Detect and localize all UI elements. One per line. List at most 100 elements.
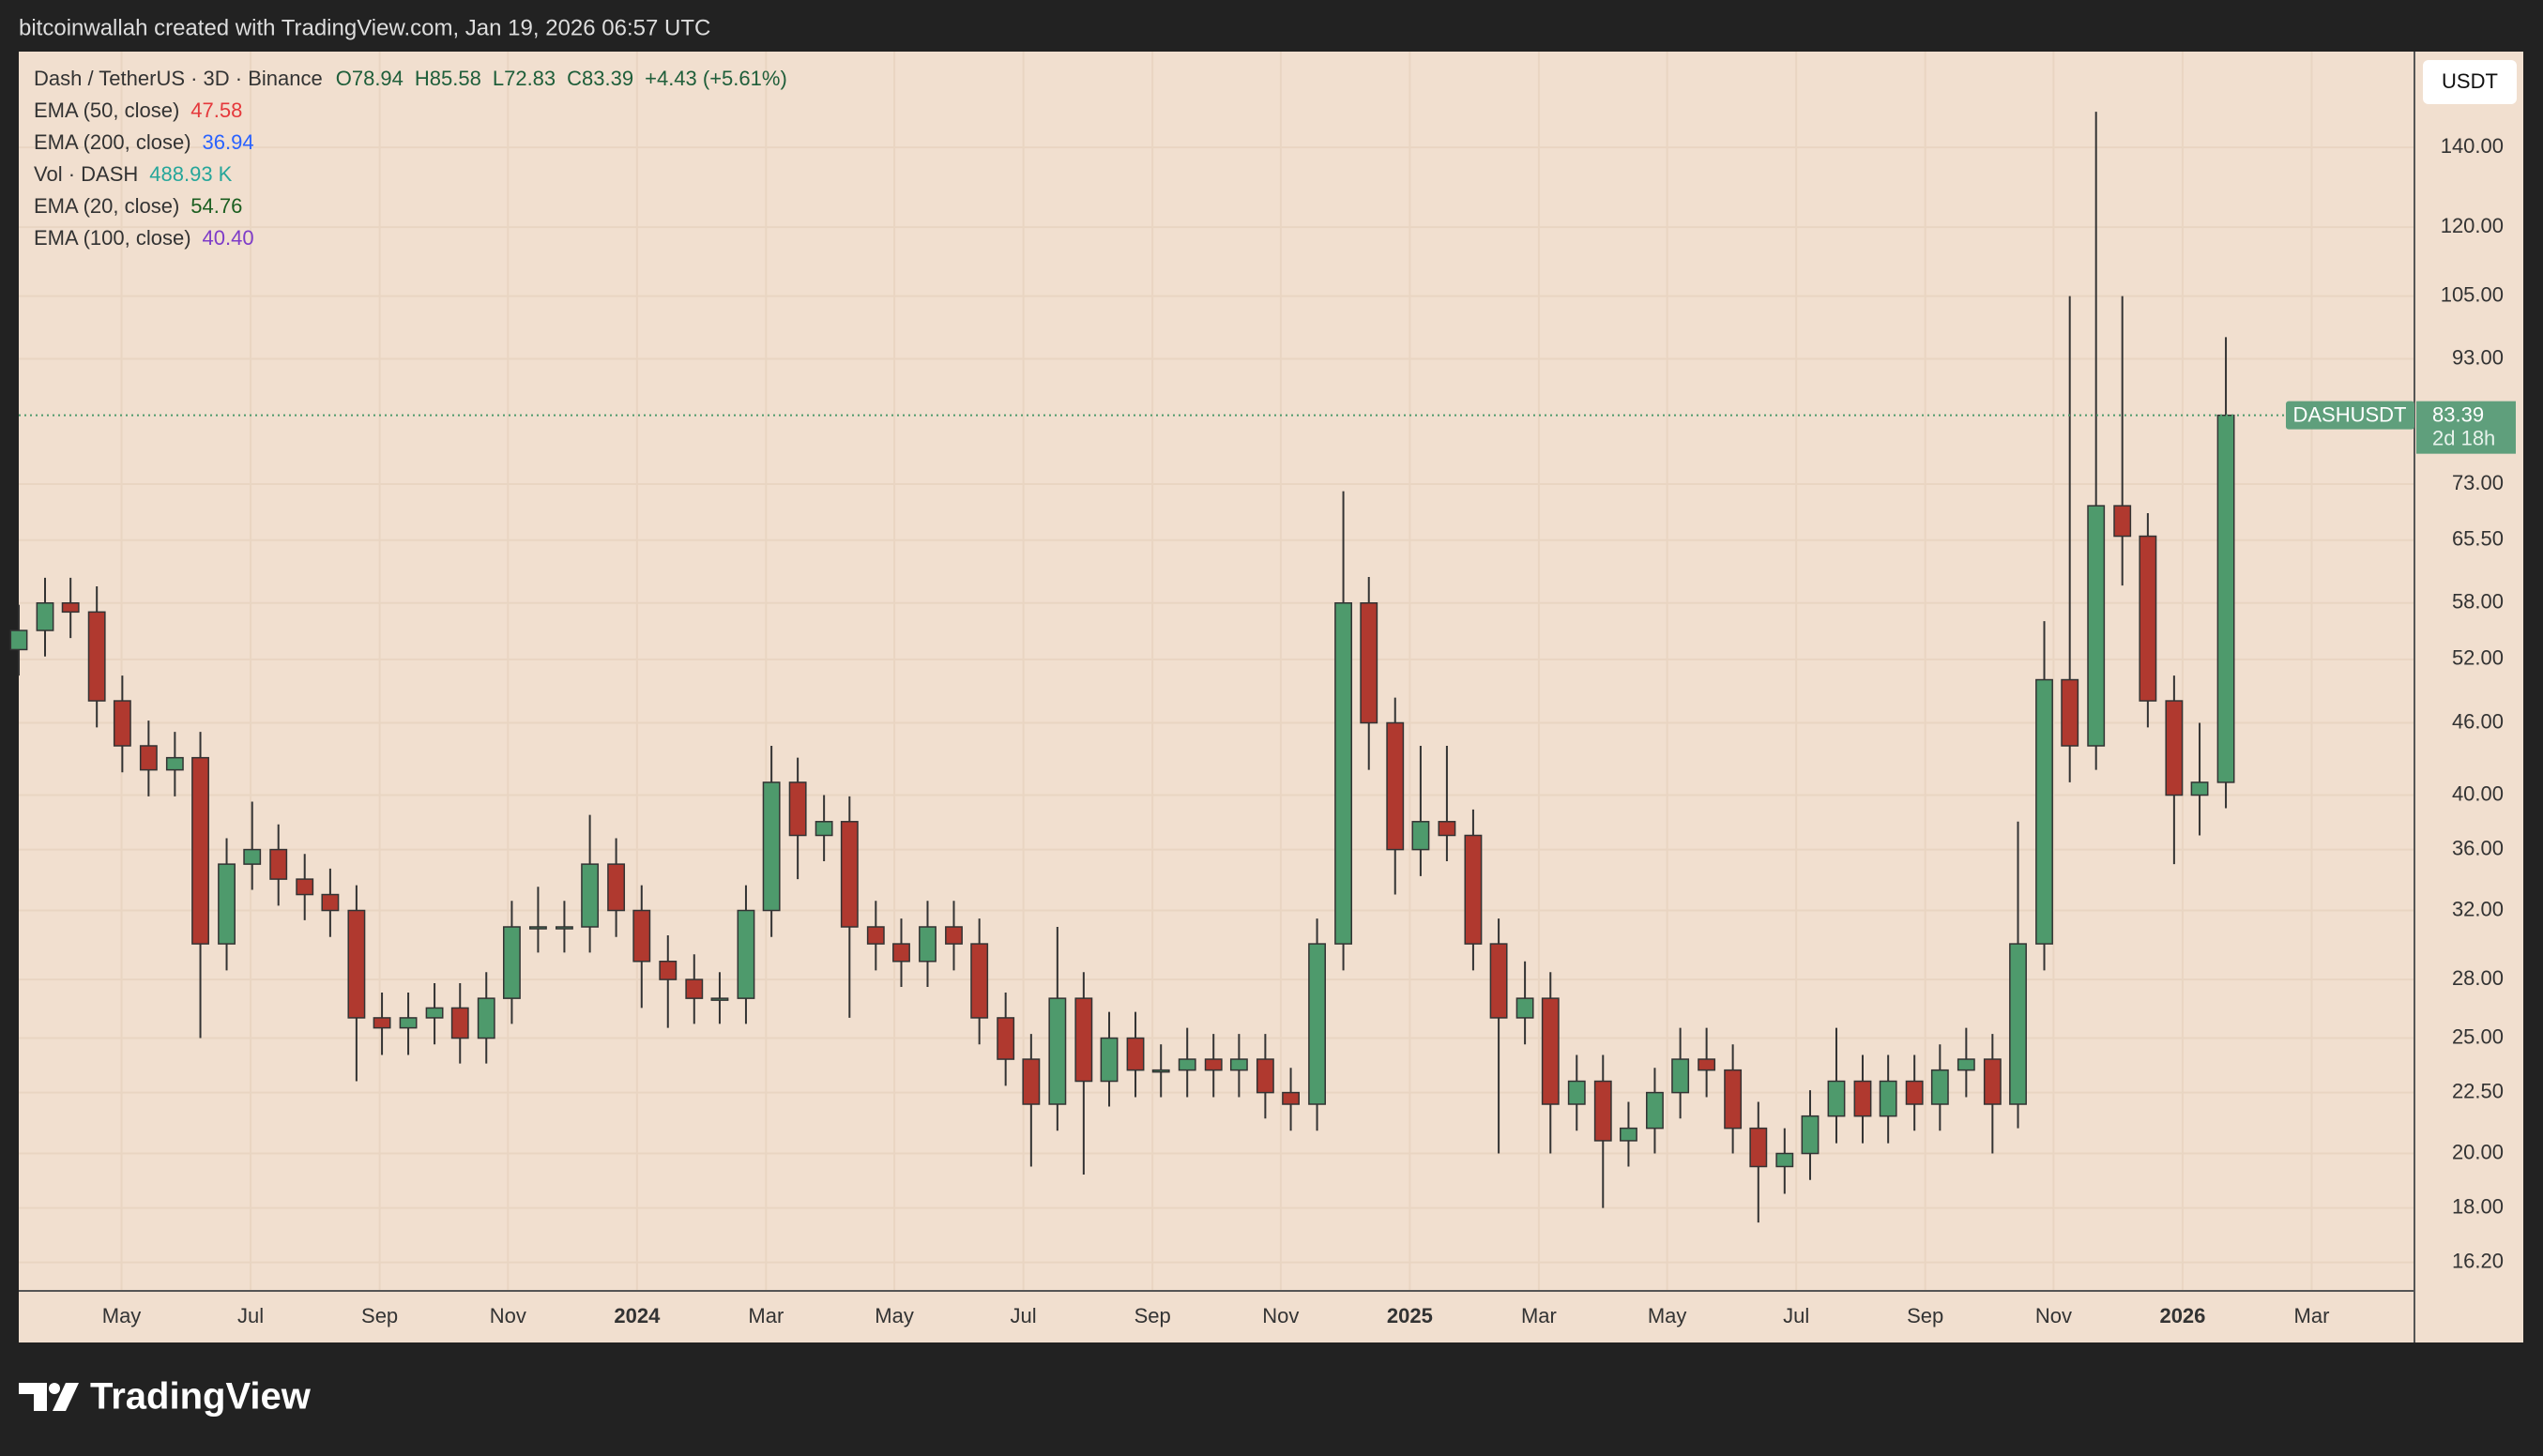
indicator-value: 47.58 <box>190 99 242 122</box>
candle-body <box>1620 1127 1637 1142</box>
y-tick-label: 58.00 <box>2452 590 2504 614</box>
candle-body <box>2165 700 2184 796</box>
candle-body <box>1724 1069 1743 1130</box>
candle-body <box>1308 943 1326 1105</box>
y-tick-label: 18.00 <box>2452 1194 2504 1218</box>
plot <box>9 52 2414 1290</box>
candle-body <box>997 1017 1015 1060</box>
price-tag-value: 83.39 <box>2432 402 2484 426</box>
candle-body <box>1567 1080 1586 1105</box>
candle-body <box>737 909 755 999</box>
y-tick-label: 65.50 <box>2452 527 2504 551</box>
y-tick-label: 25.00 <box>2452 1024 2504 1048</box>
logo-dot <box>49 1383 60 1394</box>
x-tick-label: Jul <box>1783 1304 1809 1327</box>
candle-body <box>2113 505 2132 538</box>
candle-body <box>218 863 236 945</box>
indicator-name: EMA (100, close) <box>34 226 191 250</box>
x-tick-label: Sep <box>361 1304 398 1327</box>
candle-body <box>1957 1058 1975 1071</box>
indicator-legend: EMA (50, close) 47.58 <box>34 99 242 122</box>
candle-body <box>2216 414 2235 783</box>
candle-body <box>1515 997 1534 1019</box>
x-tick-label: Mar <box>1521 1304 1557 1327</box>
brand-name: TradingView <box>90 1376 312 1418</box>
candle-body <box>970 943 989 1019</box>
candle-body <box>139 745 158 771</box>
candle-body <box>1671 1058 1690 1094</box>
candle-body <box>2061 678 2079 747</box>
candle-body <box>2009 943 2027 1105</box>
candle-body <box>113 700 131 747</box>
low-label: L72.83 <box>493 67 556 90</box>
x-tick-label: Mar <box>2294 1304 2330 1327</box>
y-tick-label: 20.00 <box>2452 1140 2504 1163</box>
y-tick-label: 40.00 <box>2452 781 2504 805</box>
candle-body <box>607 863 626 912</box>
candle-body <box>1411 821 1430 851</box>
candle-body <box>945 926 963 945</box>
candle-body <box>1100 1037 1119 1083</box>
x-tick-label: 2026 <box>2159 1304 2205 1327</box>
candle-body <box>243 848 262 865</box>
indicator-name: EMA (50, close) <box>34 99 179 122</box>
indicator-value: 54.76 <box>190 194 242 218</box>
candle-body <box>9 629 28 651</box>
candle-body <box>762 781 781 912</box>
candle-body <box>555 926 573 930</box>
candle-body <box>1178 1058 1196 1071</box>
symbol: Dash / TetherUS · 3D · Binance <box>34 67 323 90</box>
x-tick-label: Sep <box>1907 1304 1943 1327</box>
candle-body <box>1464 834 1483 945</box>
y-tick-label: 93.00 <box>2452 345 2504 369</box>
candle-body <box>61 602 80 614</box>
y-tick-label: 32.00 <box>2452 897 2504 920</box>
candle-body <box>685 978 704 999</box>
candle-body <box>1334 602 1352 945</box>
x-tick-label: Jul <box>1011 1304 1037 1327</box>
y-tick-label: 22.50 <box>2452 1079 2504 1102</box>
indicator-name: EMA (200, close) <box>34 130 191 154</box>
open-label: O78.94 <box>336 67 404 90</box>
candle-body <box>1827 1080 1846 1117</box>
price-tag <box>2416 401 2516 454</box>
candle-body <box>1541 997 1560 1105</box>
candle-body <box>1879 1080 1897 1117</box>
high-label: H85.58 <box>415 67 481 90</box>
candle-body <box>2087 505 2106 747</box>
currency-button[interactable] <box>2423 60 2517 104</box>
candle-body <box>892 943 910 963</box>
indicator-value: 40.40 <box>203 226 254 250</box>
logo-mark <box>19 1383 47 1411</box>
candle-body <box>399 1017 418 1029</box>
candle-body <box>2190 781 2209 796</box>
candle-body <box>1048 997 1067 1105</box>
candle-body <box>1698 1058 1716 1071</box>
symbol-tag-label: DASHUSDT <box>2292 402 2406 426</box>
symbol-tag <box>2286 401 2414 430</box>
candle-body <box>632 909 651 963</box>
candle-body <box>1853 1080 1872 1117</box>
x-tick-label: Sep <box>1134 1304 1171 1327</box>
candle-body <box>1022 1058 1041 1105</box>
y-tick-label: 28.00 <box>2452 966 2504 990</box>
candle-body <box>815 821 833 837</box>
indicator-value: 36.94 <box>203 130 254 154</box>
candle-body <box>2139 535 2157 702</box>
legend-title: Dash / TetherUS · 3D · Binance O78.94 H85.… <box>34 67 787 90</box>
indicator-legend: Vol · DASH 488.93 K <box>34 162 233 186</box>
x-tick-label: May <box>1648 1304 1687 1327</box>
candle-body <box>1386 721 1405 851</box>
currency-label[interactable]: USDT <box>2442 69 2498 93</box>
x-tick-label: Nov <box>490 1304 526 1327</box>
candle-body <box>1256 1058 1274 1094</box>
candle-body <box>528 926 547 930</box>
y-tick-label: 120.00 <box>2441 214 2504 237</box>
y-tick-label: 36.00 <box>2452 836 2504 859</box>
y-tick-label: 16.20 <box>2452 1249 2504 1272</box>
x-tick-label: May <box>875 1304 914 1327</box>
price-tag-countdown: 2d 18h <box>2432 426 2495 449</box>
indicator-legend: EMA (100, close) 40.40 <box>34 226 254 250</box>
header-text: bitcoinwallah created with TradingView.c… <box>19 15 710 40</box>
